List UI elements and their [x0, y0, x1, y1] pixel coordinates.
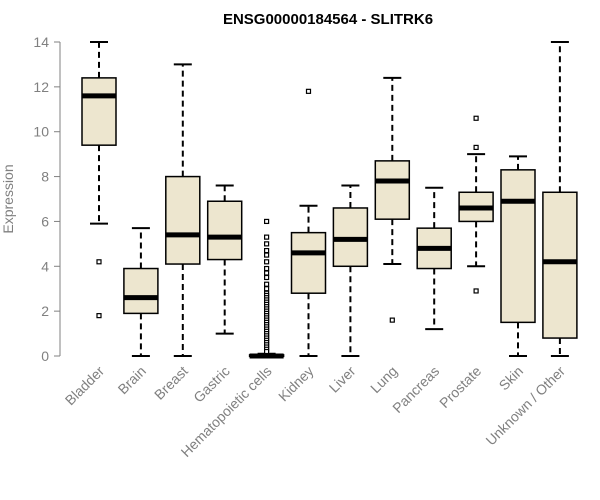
box-group: [374, 76, 411, 323]
outlier-point: [264, 265, 270, 272]
y-axis-label: Expression: [0, 164, 16, 233]
y-tick-label: 0: [41, 348, 49, 364]
outlier-point: [264, 218, 270, 225]
y-tick-label: 2: [41, 303, 49, 319]
x-tick-label: Skin: [496, 363, 527, 394]
box-rect: [165, 175, 201, 265]
box-group: [123, 227, 159, 357]
box-group: [416, 186, 452, 331]
x-tick-label: Pancreas: [389, 363, 442, 416]
box-layer: [81, 41, 578, 359]
x-tick-label: Kidney: [275, 363, 317, 405]
axis-layer: 0 2 4 6 8 10 12 14: [33, 34, 61, 364]
box-rect: [500, 169, 536, 324]
y-tick-label: 8: [41, 169, 49, 185]
x-tick-label: Bladder: [62, 363, 108, 409]
box-group: [542, 41, 578, 357]
x-tick-label: Unknown / Other: [482, 363, 568, 449]
outlier-point: [305, 88, 312, 94]
box-rect: [290, 231, 327, 294]
box-rect: [206, 200, 243, 261]
outlier-point: [96, 313, 102, 319]
outlier-point: [264, 234, 270, 240]
x-tick-label: Breast: [151, 363, 191, 403]
y-tick-label: 14: [33, 34, 49, 50]
outlier-point: [264, 281, 270, 287]
box-group: [290, 88, 327, 357]
outlier-point: [264, 241, 270, 247]
outlier-point: [389, 317, 395, 323]
y-tick-label: 10: [33, 124, 49, 140]
box-rect: [123, 267, 159, 315]
y-tick-label: 4: [41, 258, 49, 274]
box-group: [165, 63, 201, 357]
box-rect: [542, 191, 578, 339]
outlier-point: [264, 252, 270, 258]
outlier-point: [473, 144, 479, 151]
x-tick-label: Prostate: [436, 363, 484, 411]
x-tick-label: Liver: [326, 363, 359, 396]
box-group: [332, 184, 369, 357]
chart-title: ENSG00000184564 - SLITRK6: [223, 11, 433, 28]
x-tick-label: Brain: [115, 363, 149, 397]
outlier-point: [264, 259, 270, 265]
outlier-point: [473, 115, 479, 121]
outlier-point: [96, 259, 102, 265]
outlier-point: [264, 286, 270, 292]
outlier-point: [264, 348, 270, 355]
outlier-point: [264, 247, 270, 254]
outlier-point: [473, 288, 479, 294]
y-tick-label: 12: [33, 79, 49, 95]
box-rect: [81, 77, 117, 146]
y-tick-label: 6: [41, 213, 49, 229]
box-rect: [374, 160, 411, 220]
outlier-point: [264, 270, 270, 276]
box-group: [81, 41, 117, 319]
x-tick-label: Lung: [367, 363, 400, 396]
box-group: [248, 218, 285, 359]
box-group: [500, 155, 536, 357]
box-group: [458, 115, 494, 294]
box-group: [206, 184, 243, 335]
outlier-point: [264, 274, 270, 281]
